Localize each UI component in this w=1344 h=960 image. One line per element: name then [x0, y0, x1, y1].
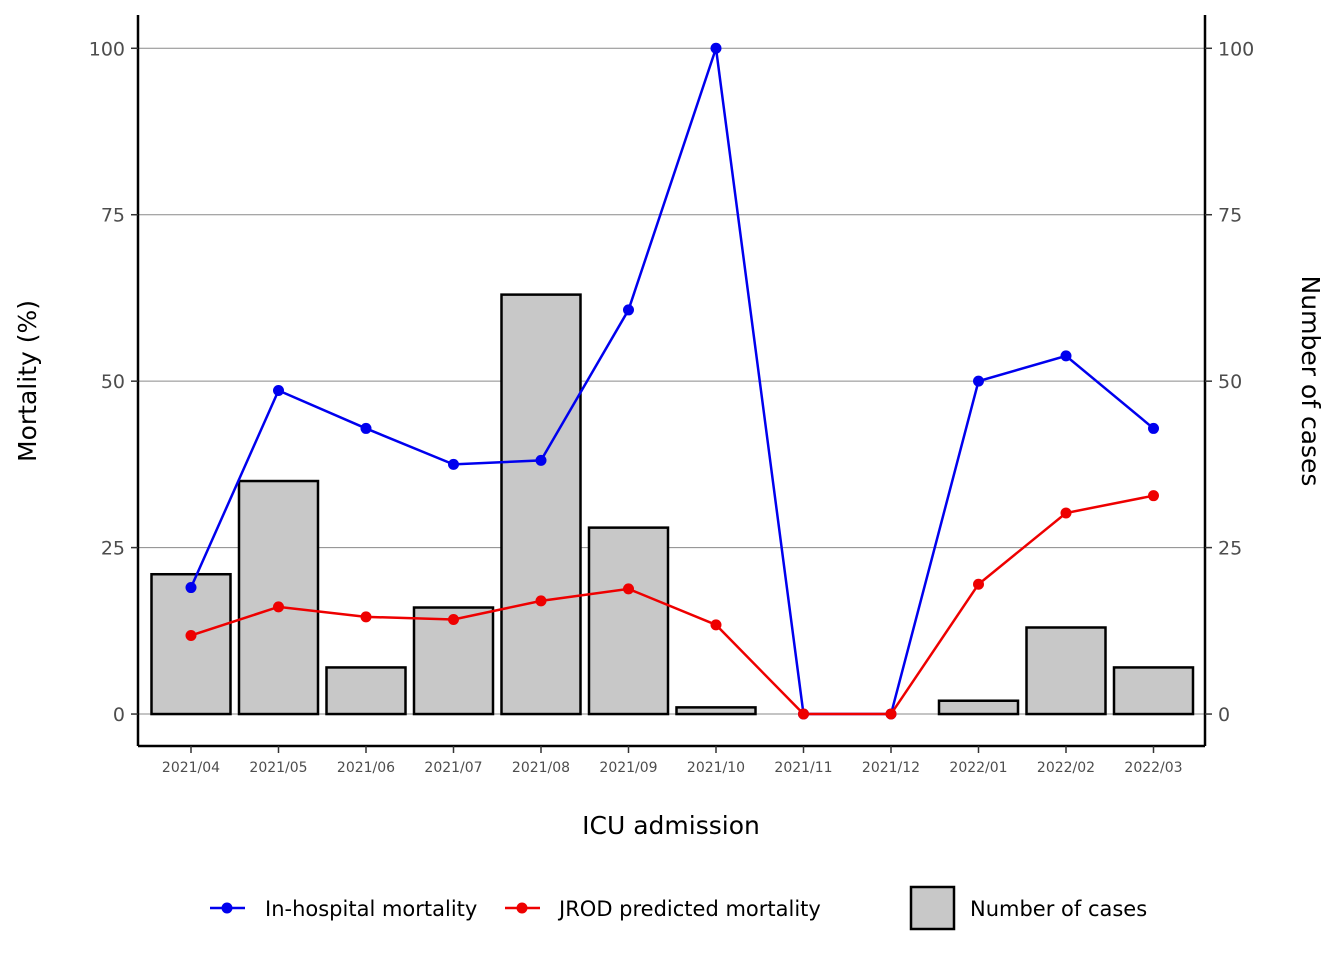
x-tick-label-2022/03: 2022/03: [1124, 760, 1182, 776]
series-1-point-2022/01: [973, 578, 984, 590]
y2-tick-label-100: 100: [1218, 38, 1254, 60]
x-tick-label-2021/12: 2021/12: [862, 760, 920, 776]
bar-2021/09: [587, 526, 670, 716]
y2-axis-title: Number of cases: [1296, 276, 1325, 487]
series-1-point-2021/12: [885, 708, 897, 720]
series-0-point-2021/06: [360, 422, 372, 434]
y-tick-label-50: 50: [101, 371, 125, 393]
series-0-point-2021/10: [710, 42, 722, 54]
y-tick-label-25: 25: [101, 538, 125, 560]
series-0-point-2021/07: [448, 458, 459, 470]
series-0-point-2021/09: [623, 304, 634, 316]
x-tick-label-2021/11: 2021/11: [774, 760, 832, 776]
y-tick-label-0: 0: [113, 704, 125, 726]
y2-tick-label-25: 25: [1218, 538, 1242, 560]
x-tick-label-2022/01: 2022/01: [949, 760, 1007, 776]
series-line-1: [190, 494, 1154, 716]
legend-swatch-cases: [909, 885, 956, 931]
bars: [150, 293, 1195, 716]
x-tick-label-2021/05: 2021/05: [249, 760, 307, 776]
x-tick-label-2021/06: 2021/06: [337, 760, 395, 776]
x-tick-label-2022/02: 2022/02: [1037, 760, 1095, 776]
series-0-point-2021/08: [535, 454, 547, 466]
series-1-point-2021/09: [623, 583, 634, 595]
y-tick-label-100: 100: [89, 38, 125, 60]
series-1-point-2021/05: [273, 601, 284, 613]
legend-item-jrod: JROD predicted mortality: [505, 897, 821, 921]
series-1-point-2021/06: [360, 611, 372, 623]
x-tick-label-2021/09: 2021/09: [599, 760, 657, 776]
bar-2021/06: [325, 666, 407, 716]
legend: In-hospital mortality JROD predicted mor…: [210, 885, 1147, 931]
x-tick-label-2021/04: 2021/04: [162, 760, 220, 776]
series-1-point-2021/07: [448, 614, 459, 626]
bar-2021/04: [150, 572, 232, 716]
x-tick-label-2021/10: 2021/10: [687, 760, 745, 776]
legend-marker-in-hospital: [221, 902, 233, 914]
series-1-point-2021/04: [185, 629, 197, 641]
series-line-0: [189, 47, 1155, 716]
bar-2021/08: [500, 293, 582, 716]
series-1-point-2022/02: [1060, 507, 1072, 519]
y2-tick-label-0: 0: [1218, 704, 1230, 726]
legend-label-jrod: JROD predicted mortality: [557, 897, 821, 921]
y-tick-label-75: 75: [101, 205, 125, 227]
axes: 0 25 50 75 100 0 25 50 75 100 2021/04 2021/05 2021/0…: [89, 15, 1254, 776]
bar-2021/10: [675, 706, 757, 716]
series-1-point-2021/08: [535, 595, 547, 607]
bar-2022/03: [1112, 666, 1195, 716]
y2-tick-label-50: 50: [1218, 371, 1242, 393]
series-0-point-2021/05: [273, 384, 284, 396]
series-0-point-2022/01: [973, 375, 984, 387]
bar-2021/05: [237, 479, 320, 716]
legend-label-cases: Number of cases: [970, 897, 1147, 921]
series-1-point-2022/03: [1148, 490, 1159, 502]
y2-tick-label-75: 75: [1218, 205, 1242, 227]
series-1-point-2021/10: [710, 619, 722, 631]
legend-marker-jrod: [516, 902, 528, 914]
y-axis-title: Mortality (%): [13, 300, 42, 462]
x-tick-label-2021/08: 2021/08: [512, 760, 570, 776]
series-0-point-2022/03: [1148, 422, 1159, 434]
series-1-point-2021/11: [798, 708, 809, 720]
legend-item-in-hospital: In-hospital mortality: [210, 897, 477, 921]
series-0-point-2022/02: [1060, 350, 1072, 362]
legend-item-cases: Number of cases: [909, 885, 1147, 931]
bar-2022/02: [1025, 626, 1107, 716]
x-axis-title: ICU admission: [582, 811, 760, 840]
lines: [185, 42, 1159, 720]
bar-2021/07: [412, 606, 495, 716]
bar-2022/01: [937, 699, 1020, 716]
legend-label-in-hospital: In-hospital mortality: [265, 897, 477, 921]
x-tick-label-2021/07: 2021/07: [424, 760, 482, 776]
series-0-point-2021/04: [185, 582, 197, 594]
